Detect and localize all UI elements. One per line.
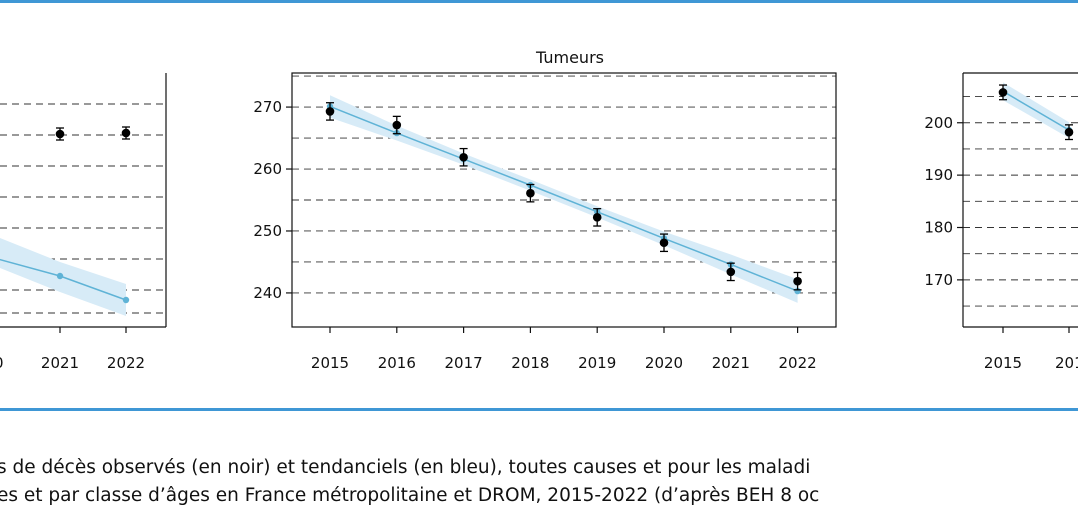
right-chart-trend-line xyxy=(1002,90,1070,131)
left-x-tick-label: 2022 xyxy=(107,354,145,372)
tumeurs-observed-point xyxy=(793,271,802,291)
right-observed-point xyxy=(1064,124,1074,141)
tumeurs-x-tick-label: 2022 xyxy=(779,354,817,372)
right-y-tick-label: 180 xyxy=(924,218,953,236)
right-x-tick-label: 2015 xyxy=(984,354,1022,372)
right-y-tick-label: 190 xyxy=(924,166,953,184)
tumeurs-y-tick-label: 240 xyxy=(253,284,282,302)
left-trend-point xyxy=(56,272,64,280)
tumeurs-observed-point xyxy=(726,262,736,282)
tumeurs-x-tick-label: 2019 xyxy=(578,354,616,372)
right-x-tick-label: 201 xyxy=(1055,354,1078,372)
top-rule xyxy=(0,0,1078,3)
right-y-tick-label: 200 xyxy=(924,114,953,132)
right-observed-point xyxy=(998,84,1008,101)
left-observed-point xyxy=(55,127,65,141)
tumeurs-chart-title: Tumeurs xyxy=(535,48,604,67)
tumeurs-observed-point xyxy=(592,208,602,227)
left-x-tick-label: 20 xyxy=(0,354,4,372)
figure-caption-line-1: s de décès observés (en noir) et tendanc… xyxy=(0,457,811,478)
tumeurs-x-tick-label: 2020 xyxy=(645,354,683,372)
bottom-rule xyxy=(0,408,1078,411)
tumeurs-y-tick-label: 250 xyxy=(253,222,282,240)
tumeurs-observed-point xyxy=(459,147,468,167)
tumeurs-y-tick-label: 260 xyxy=(253,160,282,178)
left-observed-point xyxy=(121,126,131,140)
tumeurs-observed-point xyxy=(392,115,402,135)
left-trend-point xyxy=(122,296,130,304)
right-y-tick-label: 170 xyxy=(924,271,953,289)
left-chart-partial-label: : xyxy=(0,84,1,102)
tumeurs-chart-gridlines xyxy=(292,75,836,294)
left-chart-panel: 20 2021 2022 : xyxy=(0,73,167,372)
figure-caption-line-2: es et par classe d’âges en France métrop… xyxy=(0,485,820,506)
tumeurs-x-tick-label: 2021 xyxy=(712,354,750,372)
tumeurs-chart-panel: Tumeurs 240 250 260 270 2015 2016 2017 2018 201… xyxy=(253,48,837,372)
tumeurs-x-tick-label: 2018 xyxy=(511,354,549,372)
tumeurs-x-tick-label: 2015 xyxy=(311,354,349,372)
left-chart-gridlines xyxy=(0,103,166,314)
tumeurs-observed-point xyxy=(526,183,535,203)
tumeurs-x-tick-label: 2017 xyxy=(445,354,483,372)
tumeurs-x-tick-label: 2016 xyxy=(378,354,416,372)
tumeurs-chart-frame xyxy=(291,72,837,328)
tumeurs-y-tick-label: 270 xyxy=(253,98,282,116)
left-x-tick-label: 2021 xyxy=(41,354,79,372)
tumeurs-chart-trend-line xyxy=(329,105,798,292)
tumeurs-observed-point xyxy=(325,102,335,121)
tumeurs-observed-point xyxy=(659,233,669,253)
right-chart-panel: 170 180 190 200 2015 201 xyxy=(924,72,1078,372)
